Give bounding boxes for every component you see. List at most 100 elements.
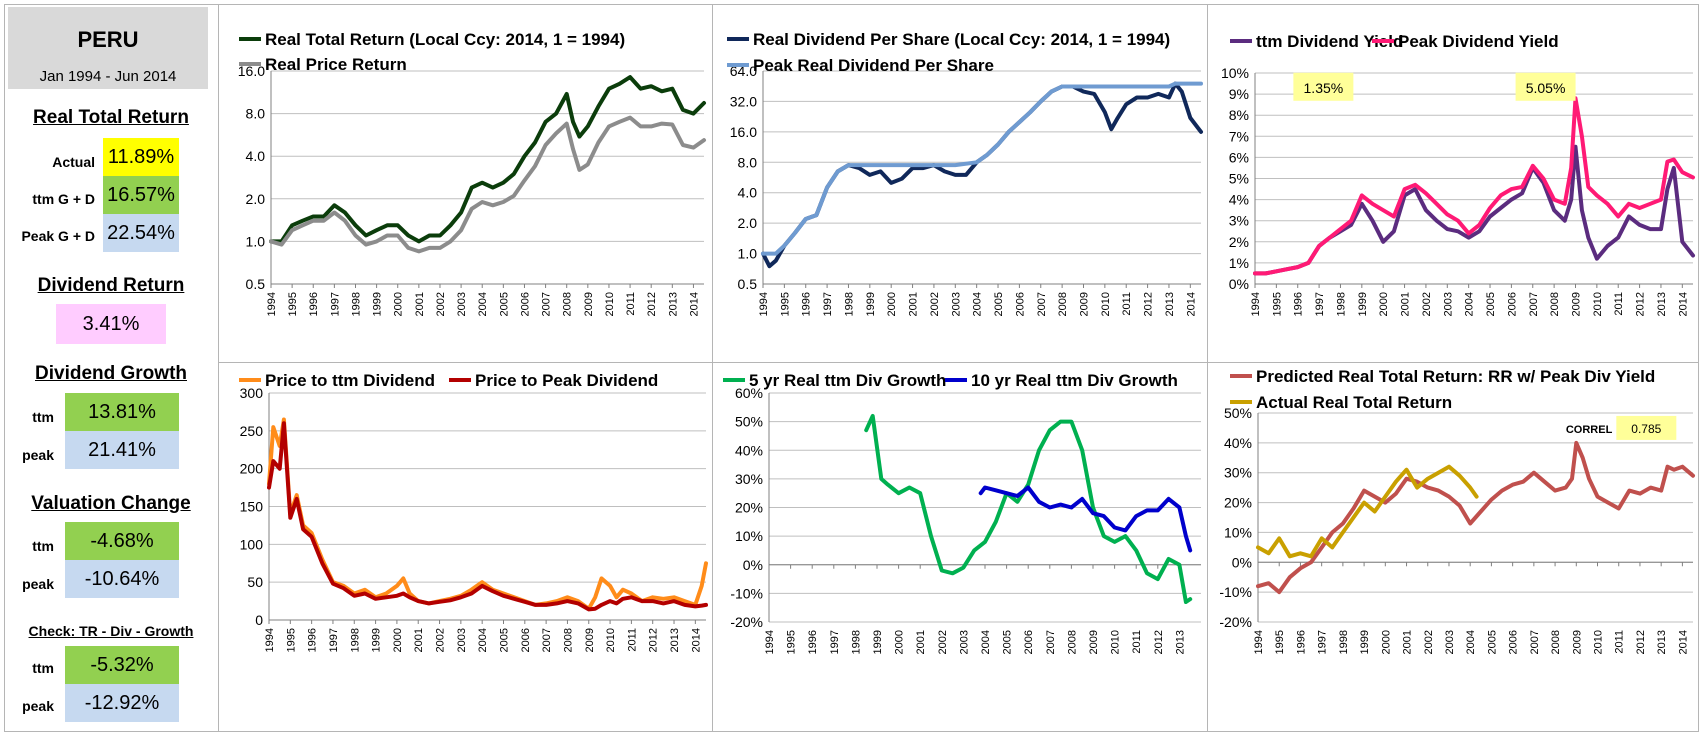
x-tick-label: 2009 <box>1078 292 1090 316</box>
chart-dividend-yield: 0% 1% 2% 3% 4% 5% 6% 7% 8% 9% 10% 1994 1995 1996 1997 1… <box>1221 32 1695 316</box>
x-tick-label: 2007 <box>541 628 553 652</box>
section-title-dividend-growth: Dividend Growth <box>35 363 187 384</box>
annotation-label: CORREL <box>1566 424 1613 436</box>
x-tick-label: 1994 <box>764 630 776 654</box>
value-valuation-change-peak: -10.64% <box>65 560 179 598</box>
x-tick-label: 2001 <box>915 630 927 654</box>
x-tick-label: 2014 <box>688 292 700 316</box>
x-tick-label: 2006 <box>519 292 531 316</box>
x-tick-label: 2013 <box>1164 292 1176 316</box>
x-tick-label: 1994 <box>1253 630 1265 654</box>
y-tick-label: -10% <box>730 585 763 601</box>
y-tick-label: 1% <box>1229 255 1249 271</box>
row-label-peak-g-d: Peak G + D <box>21 228 95 244</box>
x-tick-label: 1997 <box>329 292 341 316</box>
x-tick-label: 2005 <box>993 292 1005 316</box>
x-tick-label: 2014 <box>690 628 702 652</box>
x-tick-label: 2011 <box>625 292 637 316</box>
legend-entry: Predicted Real Total Return: RR w/ Peak … <box>1256 367 1655 386</box>
value-actual: 11.89% <box>103 138 179 176</box>
x-tick-label: 1998 <box>850 630 862 654</box>
x-tick-label: 2003 <box>1442 292 1454 316</box>
x-tick-label: 1997 <box>1317 630 1329 654</box>
x-tick-label: 2003 <box>456 292 468 316</box>
x-tick-label: 1995 <box>285 628 297 652</box>
value-dividend-growth-peak: 21.41% <box>65 431 179 469</box>
chart-dividend-growth: -20% -10% 0% 10% 20% 30% 40% 50% 60% 1994 1995 1996… <box>723 371 1201 654</box>
y-tick-label: 300 <box>240 385 264 401</box>
y-tick-label: 1.0 <box>738 246 758 262</box>
x-tick-label: 2006 <box>1023 630 1035 654</box>
x-tick-label: 2012 <box>1153 630 1165 654</box>
y-tick-label: 10% <box>1221 65 1249 81</box>
x-tick-label: 2011 <box>1614 630 1626 654</box>
legend-entry: ttm Dividend Yield <box>1256 32 1403 51</box>
x-tick-label: 1994 <box>758 292 770 316</box>
x-tick-label: 2002 <box>435 292 447 316</box>
x-tick-label: 2014 <box>1185 292 1197 316</box>
y-tick-label: 0.5 <box>246 276 266 292</box>
x-tick-label: 1997 <box>328 628 340 652</box>
value-peak-g-d: 22.54% <box>103 214 179 252</box>
y-tick-label: 3% <box>1229 213 1249 229</box>
x-tick-label: 2008 <box>1057 292 1069 316</box>
legend-entry: Peak Dividend Yield <box>1398 32 1559 51</box>
y-tick-label: 32.0 <box>730 93 757 109</box>
y-tick-label: 60% <box>735 385 763 401</box>
y-tick-label: 20% <box>735 500 763 516</box>
legend-entry: Real Price Return <box>265 55 407 74</box>
y-tick-label: 0% <box>743 557 763 573</box>
x-tick-label: 2002 <box>1423 630 1435 654</box>
series-line <box>761 81 1203 256</box>
y-tick-label: 16.0 <box>730 124 757 140</box>
y-tick-label: 5% <box>1229 171 1249 187</box>
x-tick-label: 2013 <box>667 292 679 316</box>
x-tick-label: 2010 <box>1592 292 1604 316</box>
y-tick-label: -10% <box>1219 584 1252 600</box>
y-tick-label: 40% <box>1224 435 1252 451</box>
x-tick-label: 2012 <box>1635 630 1647 654</box>
x-tick-label: 2000 <box>1378 292 1390 316</box>
x-tick-label: 2004 <box>1464 292 1476 316</box>
y-tick-label: -20% <box>1219 614 1252 630</box>
legend-entry: Price to ttm Dividend <box>265 371 435 390</box>
row-label-actual: Actual <box>52 154 95 170</box>
annotation-value: 0.785 <box>1631 422 1661 436</box>
x-tick-label: 2002 <box>937 630 949 654</box>
series-line <box>269 75 706 244</box>
x-tick-label: 2002 <box>1421 292 1433 316</box>
row-label-ttm: ttm <box>32 409 54 425</box>
y-tick-label: 8% <box>1229 107 1249 123</box>
x-tick-label: 2013 <box>1656 630 1668 654</box>
x-tick-label: 2006 <box>1508 630 1520 654</box>
series-line <box>1256 440 1695 595</box>
series-line <box>269 115 706 254</box>
x-tick-label: 2010 <box>604 292 616 316</box>
x-tick-label: 1998 <box>1335 292 1347 316</box>
header-box: PERU Jan 1994 - Jun 2014 <box>8 7 208 89</box>
value-dividend-return: 3.41% <box>56 304 166 344</box>
x-tick-label: 2001 <box>1400 292 1412 316</box>
x-tick-label: 2009 <box>584 628 596 652</box>
annotation-box <box>1293 72 1354 101</box>
y-tick-label: 50% <box>735 414 763 430</box>
x-tick-label: 2000 <box>886 292 898 316</box>
x-tick-label: 1995 <box>779 292 791 316</box>
x-tick-label: 1998 <box>1338 630 1350 654</box>
x-tick-label: 1997 <box>822 292 834 316</box>
x-tick-label: 1994 <box>1250 292 1262 316</box>
x-tick-label: 2009 <box>1570 292 1582 316</box>
x-tick-label: 2001 <box>413 628 425 652</box>
y-tick-label: 40% <box>735 442 763 458</box>
series-line <box>864 413 1193 604</box>
x-tick-label: 2007 <box>1045 630 1057 654</box>
divider <box>218 4 219 732</box>
y-tick-label: 0.5 <box>738 276 758 292</box>
legend-entry: 5 yr Real ttm Div Growth <box>749 371 946 390</box>
series-line <box>267 421 708 612</box>
x-tick-label: 1999 <box>872 630 884 654</box>
x-tick-label: 1998 <box>350 292 362 316</box>
y-tick-label: 0% <box>1229 276 1249 292</box>
x-tick-label: 2013 <box>1174 630 1186 654</box>
x-tick-label: 2005 <box>1002 630 1014 654</box>
